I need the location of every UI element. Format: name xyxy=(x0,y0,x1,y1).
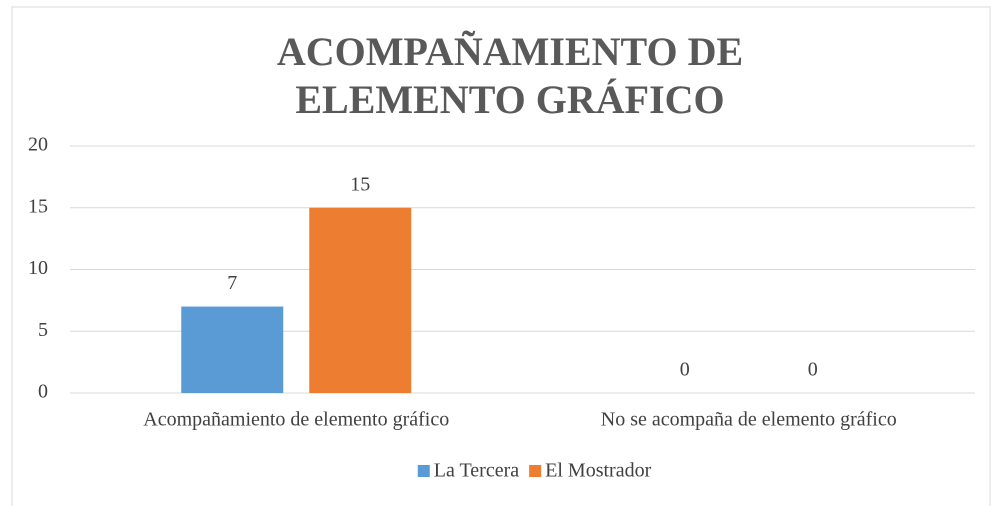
bar xyxy=(309,207,412,393)
data-label: 15 xyxy=(350,173,370,195)
data-label: 0 xyxy=(808,359,818,381)
legend-label: La Tercera xyxy=(434,460,520,482)
y-tick-label: 5 xyxy=(38,319,48,341)
legend-swatch xyxy=(529,465,542,477)
data-label: 0 xyxy=(680,359,690,381)
data-label: 7 xyxy=(227,272,237,294)
y-tick-label: 0 xyxy=(38,381,48,403)
y-tick-label: 20 xyxy=(28,134,48,156)
legend-label: El Mostrador xyxy=(545,460,651,482)
x-tick-label: Acompañamiento de elemento gráfico xyxy=(143,409,449,431)
bar xyxy=(181,306,284,393)
legend-swatch xyxy=(417,465,430,477)
chart-title: ACOMPAÑAMIENTO DE ELEMENTO GRÁFICO xyxy=(276,29,744,122)
chart-border xyxy=(11,6,991,506)
y-tick-label: 15 xyxy=(28,195,48,217)
y-tick-label: 10 xyxy=(28,257,48,279)
x-tick-label: No se acompaña de elemento gráfico xyxy=(601,409,897,431)
